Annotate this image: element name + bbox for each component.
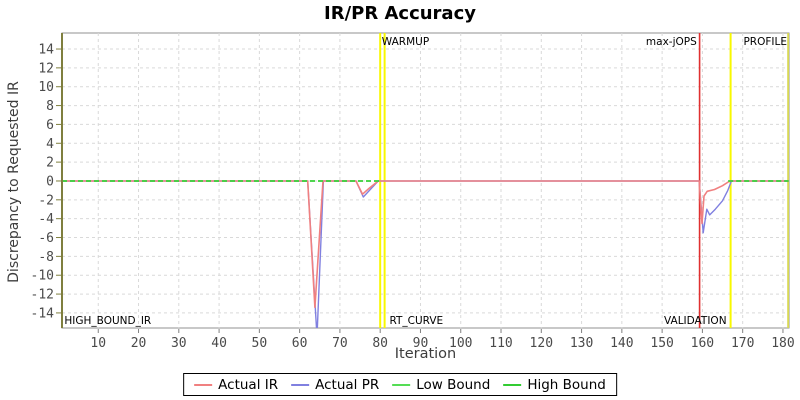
x-tick-label: 150 [650, 336, 673, 351]
x-tick-label: 180 [771, 336, 794, 351]
legend-swatch-actual-ir [194, 383, 213, 386]
phase-label-validation: VALIDATION [664, 315, 727, 327]
y-tick-label: -6 [38, 231, 54, 246]
x-tick-label: 10 [90, 336, 106, 351]
y-tick-label: 14 [38, 43, 54, 58]
x-tick-label: 60 [292, 336, 308, 351]
phase-label-max-jops: max-jOPS [646, 36, 697, 48]
y-tick-label: 2 [46, 156, 54, 171]
x-tick-label: 70 [332, 336, 348, 351]
y-tick-label: 6 [46, 118, 54, 133]
x-tick-label: 30 [171, 336, 187, 351]
x-tick-label: 170 [731, 336, 754, 351]
y-tick-label: 4 [46, 137, 54, 152]
legend-item-actual-ir: Actual IR [194, 377, 278, 393]
phase-label-profile: PROFILE [743, 36, 787, 48]
x-tick-label: 110 [489, 336, 512, 351]
plot-clip-group [62, 33, 789, 328]
legend-swatch-actual-pr [291, 383, 310, 386]
y-tick-label: -14 [31, 306, 55, 321]
series-line-actual-ir [62, 180, 789, 309]
x-tick-label: 120 [530, 336, 553, 351]
legend-label-low-bound: Low Bound [416, 376, 491, 393]
legend-swatch-high-bound [503, 383, 522, 386]
x-tick-label: 50 [252, 336, 268, 351]
y-tick-label: -10 [31, 269, 54, 284]
y-tick-label: -4 [38, 212, 54, 227]
legend: Actual IR Actual PR Low Bound High Bound [183, 373, 617, 396]
legend-label-high-bound: High Bound [527, 376, 606, 393]
phase-label-rt-curve: RT_CURVE [389, 315, 443, 327]
chart-plot-area: -14 -12 -10 -8 -6 -4 -2 0 2 4 6 8 10 12 14 10 20 30 40 50 60… [31, 32, 795, 351]
y-tick-label: 0 [46, 174, 54, 189]
x-tick-label: 100 [449, 336, 472, 351]
x-tick-label: 90 [413, 336, 429, 351]
x-tick-label: 20 [131, 336, 147, 351]
x-tick-label: 80 [372, 336, 388, 351]
x-tick-label: 40 [211, 336, 227, 351]
x-tick-label: 160 [691, 336, 714, 351]
legend-item-high-bound: High Bound [503, 377, 606, 393]
x-tick-label: 140 [610, 336, 633, 351]
legend-item-low-bound: Low Bound [392, 377, 490, 393]
y-tick-label: -2 [38, 193, 54, 208]
x-tick-label: 130 [570, 336, 593, 351]
legend-label-actual-pr: Actual PR [315, 376, 380, 393]
y-tick-label: 12 [38, 61, 54, 76]
x-axis-label: Iteration [394, 346, 457, 362]
y-tick-label: -12 [31, 288, 54, 303]
legend-label-actual-ir: Actual IR [218, 376, 279, 393]
legend-swatch-low-bound [392, 383, 411, 386]
chart-title: IR/PR Accuracy [324, 3, 476, 24]
y-tick-label: -8 [38, 250, 54, 265]
legend-item-actual-pr: Actual PR [291, 377, 379, 393]
phase-label-warmup: WARMUP [382, 36, 429, 48]
y-tick-label: 10 [38, 80, 54, 95]
y-tick-label: 8 [46, 99, 54, 114]
phase-label-high-bound-ir: HIGH_BOUND_IR [64, 315, 151, 327]
